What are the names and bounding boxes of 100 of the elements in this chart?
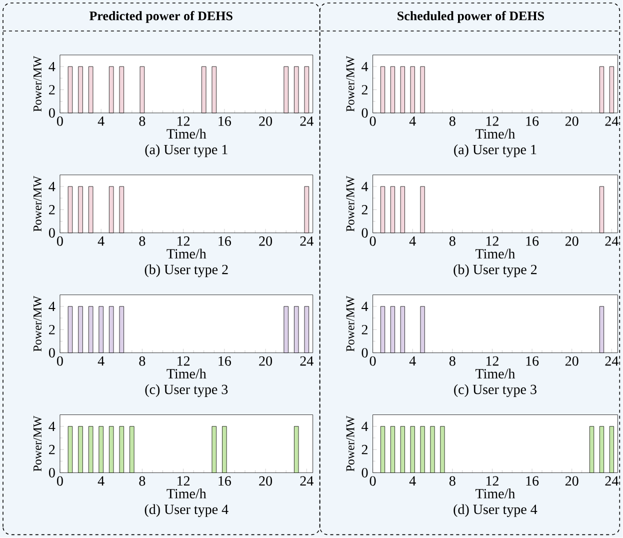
x-tick-label: 4	[409, 236, 416, 246]
y-tick-label: 4	[362, 422, 368, 432]
y-tick-label: 0	[48, 108, 55, 118]
x-tick-label: 24	[300, 116, 314, 126]
x-tick-label: 0	[57, 116, 63, 126]
y-tick-label: 0	[362, 348, 368, 358]
y-tick-label: 2	[49, 325, 55, 334]
x-tick-label: 20	[259, 236, 272, 246]
x-tick-label: 4	[98, 356, 104, 366]
x-axis-title: Time/h	[476, 368, 516, 379]
x-tick-label: 8	[449, 476, 456, 486]
x-tick-label: 0	[370, 116, 376, 126]
text: (c) User type 3	[454, 384, 536, 398]
x-tick-label: 16	[526, 116, 539, 126]
x-tick-label: 12	[178, 116, 190, 126]
x-tick-label: 12	[486, 356, 498, 366]
x-tick-label: 0	[57, 476, 63, 486]
x-axis-title: Time/h	[166, 488, 206, 499]
x-tick-label: 24	[300, 236, 314, 246]
x-tick-label: 8	[139, 116, 146, 126]
y-tick-label: 4	[362, 62, 368, 72]
x-tick-label: 24	[300, 476, 314, 486]
y-tick-label: 0	[362, 468, 368, 478]
x-tick-label: 24	[605, 236, 618, 246]
text: Scheduled power of DEHS	[398, 11, 544, 24]
x-tick-label: 12	[178, 236, 190, 246]
y-axis-title: Power/MW	[346, 56, 354, 112]
x-tick-label: 16	[526, 236, 539, 246]
x-tick-label: 16	[526, 356, 539, 366]
y-axis-title: Power/MW	[34, 176, 42, 232]
y-axis-title: Power/MW	[34, 296, 42, 352]
x-tick-label: 12	[178, 476, 190, 486]
x-tick-label: 8	[449, 356, 456, 366]
text: (d) User type 4	[144, 504, 228, 518]
x-tick-label: 0	[370, 236, 376, 246]
x-tick-label: 20	[565, 116, 578, 126]
x-axis-title: Time/h	[476, 128, 516, 139]
x-tick-label: 16	[218, 356, 232, 366]
y-tick-label: 2	[49, 205, 55, 214]
x-tick-label: 12	[486, 116, 498, 126]
y-tick-label: 0	[48, 228, 55, 238]
x-tick-label: 20	[565, 356, 578, 366]
x-tick-label: 4	[409, 356, 416, 366]
x-axis-title: Time/h	[166, 128, 206, 139]
x-tick-label: 16	[218, 476, 232, 486]
text: Predicted power of DEHS	[89, 11, 232, 24]
x-tick-label: 20	[259, 476, 272, 486]
x-axis-title: Time/h	[476, 488, 516, 499]
x-tick-label: 8	[449, 236, 456, 246]
text: (a) User type 1	[454, 144, 536, 158]
x-tick-label: 12	[486, 236, 498, 246]
y-tick-label: 0	[48, 348, 55, 358]
y-tick-label: 0	[48, 468, 55, 478]
x-tick-label: 8	[139, 356, 146, 366]
y-tick-label: 2	[362, 325, 368, 334]
y-tick-label: 2	[362, 85, 368, 95]
x-tick-label: 12	[486, 476, 498, 486]
text: (b) User type 2	[144, 264, 228, 278]
x-axis-title: Time/h	[166, 248, 206, 259]
x-tick-label: 4	[98, 476, 104, 486]
y-axis-title: Power/MW	[34, 56, 42, 112]
text: (b) User type 2	[454, 264, 537, 278]
text: (a) User type 1	[145, 144, 228, 158]
x-tick-label: 24	[605, 356, 618, 366]
x-tick-label: 20	[259, 116, 272, 126]
x-tick-label: 24	[605, 116, 618, 126]
y-tick-label: 4	[48, 422, 56, 432]
y-tick-label: 2	[49, 445, 55, 454]
y-tick-label: 0	[362, 108, 368, 118]
x-tick-label: 16	[526, 476, 539, 486]
y-tick-label: 4	[48, 302, 56, 312]
x-tick-label: 0	[370, 356, 376, 366]
y-axis-title: Power/MW	[34, 416, 42, 472]
x-tick-label: 24	[605, 476, 618, 486]
y-axis-title: Power/MW	[346, 416, 354, 472]
y-tick-label: 4	[362, 302, 368, 312]
x-tick-label: 8	[139, 236, 146, 246]
y-tick-label: 2	[362, 445, 368, 454]
x-tick-label: 4	[409, 116, 416, 126]
x-tick-label: 8	[139, 476, 146, 486]
y-axis-title: Power/MW	[346, 296, 354, 352]
x-tick-label: 12	[178, 356, 190, 366]
x-tick-label: 24	[300, 356, 314, 366]
x-axis-title: Time/h	[476, 248, 516, 259]
y-tick-label: 4	[48, 182, 56, 192]
x-tick-label: 20	[565, 236, 578, 246]
y-tick-label: 4	[362, 182, 368, 192]
y-tick-label: 2	[49, 85, 55, 95]
x-tick-label: 16	[218, 236, 232, 246]
y-tick-label: 4	[48, 62, 56, 72]
x-tick-label: 0	[370, 476, 376, 486]
x-tick-label: 0	[57, 236, 63, 246]
x-tick-label: 4	[98, 116, 104, 126]
x-axis-title: Time/h	[166, 368, 206, 379]
y-tick-label: 2	[362, 205, 368, 214]
text: (c) User type 3	[145, 384, 228, 398]
x-tick-label: 8	[449, 116, 456, 126]
x-tick-label: 20	[259, 356, 272, 366]
x-tick-label: 4	[409, 476, 416, 486]
y-axis-title: Power/MW	[346, 176, 354, 232]
